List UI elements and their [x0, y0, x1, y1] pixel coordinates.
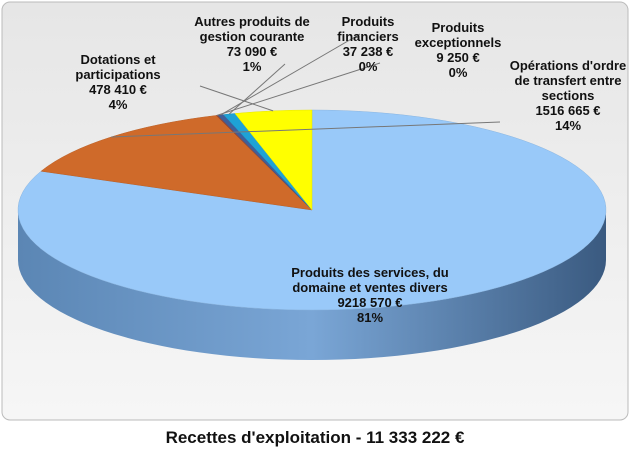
value-label: 1516 665 €: [535, 103, 601, 118]
slice: [234, 109, 313, 211]
data-label: Produits financiers 37 238 €0%: [323, 14, 413, 74]
data-label: Produits des services, du domaine et ven…: [265, 265, 475, 325]
percent-label: 14%: [554, 118, 582, 133]
data-label: Autres produits de gestion courante 73 09…: [177, 14, 327, 74]
percent-label: 0%: [358, 59, 378, 74]
leader-line: [111, 121, 501, 138]
slice-name: Dotations et participations: [75, 52, 161, 82]
value-label: 478 410 €: [89, 82, 147, 97]
data-label: Opérations d'ordre de transfert entre se…: [508, 58, 628, 133]
value-label: 37 238 €: [342, 44, 394, 59]
data-label: Dotations et participations 478 410 €4%: [53, 52, 183, 112]
percent-label: 1%: [242, 59, 262, 74]
chart-title: Recettes d'exploitation - 11 333 222 €: [165, 428, 465, 447]
slice-side: [18, 210, 606, 360]
slice-name: Opérations d'ordre de transfert entre se…: [509, 58, 627, 103]
percent-label: 81%: [356, 310, 384, 325]
value-label: 9218 570 €: [337, 295, 403, 310]
data-label: Produits exceptionnels 9 250 €0%: [403, 20, 513, 80]
slice-name: Produits financiers: [337, 14, 399, 44]
leader-line: [199, 85, 274, 112]
leader-line: [216, 62, 381, 116]
value-label: 9 250 €: [436, 50, 480, 65]
percent-label: 4%: [108, 97, 128, 112]
slice-name: Autres produits de gestion courante: [194, 14, 310, 44]
leader-line: [228, 63, 286, 115]
slice-name: Produits exceptionnels: [414, 20, 502, 50]
percent-label: 0%: [448, 65, 468, 80]
slice-name: Produits des services, du domaine et ven…: [291, 265, 449, 295]
value-label: 73 090 €: [226, 44, 278, 59]
